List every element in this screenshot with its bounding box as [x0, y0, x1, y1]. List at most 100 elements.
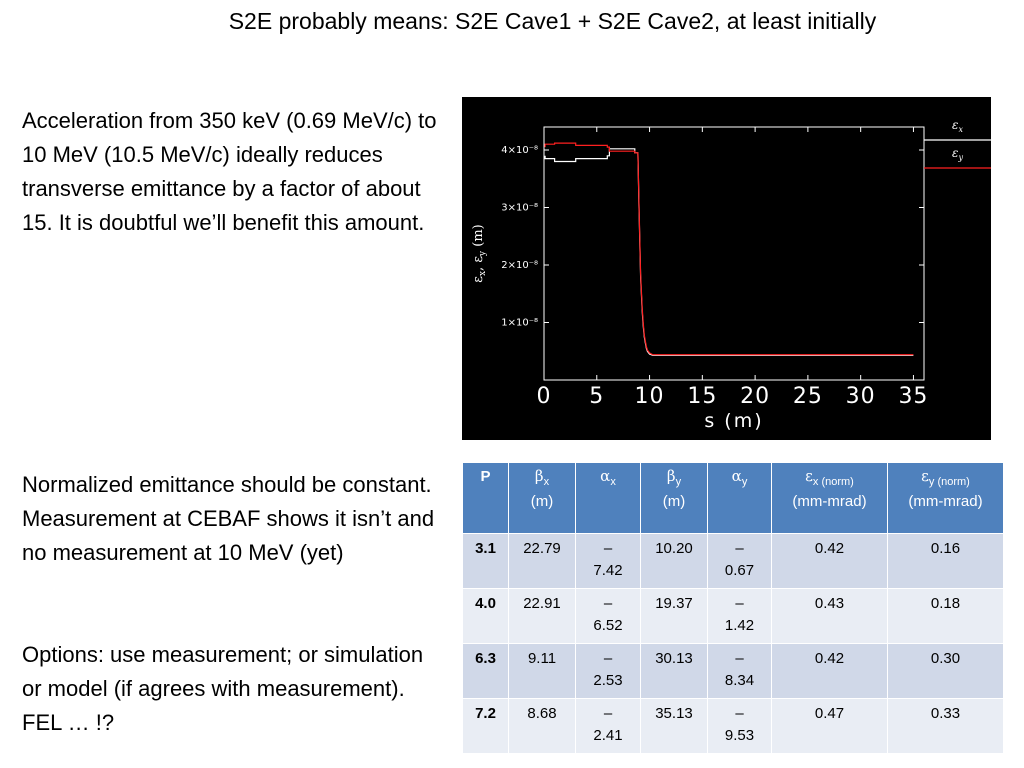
cell-value: 6.52: [593, 617, 623, 634]
cell-sign: –: [603, 540, 613, 557]
header-subscript: x: [610, 476, 616, 488]
cell-value: 3.1: [475, 540, 496, 557]
table-row: 7.2 8.68 – 2.41 35.13 – 9.53 0.47 0.33: [462, 698, 1004, 754]
cell-value: 4.0: [475, 595, 496, 612]
cell-value: 8.34: [724, 672, 755, 689]
cell-sign: –: [735, 705, 744, 722]
options-paragraph: Options: use measurement; or simulation …: [22, 642, 424, 735]
y-tick-label: 2×10⁻⁸: [501, 260, 538, 271]
cell-beta-x: 9.11: [508, 643, 576, 699]
cell-value: 1.42: [724, 617, 755, 634]
cell-value: 6.3: [475, 650, 496, 667]
cell-emit-x-norm: 0.43: [771, 588, 888, 644]
cell-sign: –: [603, 705, 613, 722]
header-symbol: ε: [921, 467, 929, 485]
x-tick-label: 15: [687, 384, 717, 409]
legend-subscript: x: [958, 125, 963, 134]
cell-alpha-y: – 0.67: [707, 533, 772, 589]
cell-value: 30.13: [655, 650, 693, 667]
header-subscript: y: [741, 476, 748, 488]
header-subscript: y: [675, 476, 682, 488]
plot-frame: [543, 126, 925, 381]
series-line-emittance-x: [544, 148, 914, 356]
header-unit: (m): [530, 493, 554, 510]
cell-sign: –: [603, 650, 613, 667]
cell-value: 0.42: [814, 540, 845, 557]
cell-beta-y: 10.20: [640, 533, 708, 589]
cell-alpha-y: – 1.42: [707, 588, 772, 644]
cell-value: 0.67: [724, 562, 755, 579]
cell-value: 0.43: [814, 595, 845, 612]
cell-beta-x: 22.91: [508, 588, 576, 644]
table-row: 3.1 22.79 – 7.42 10.20 – 0.67 0.42 0.16: [462, 533, 1004, 589]
legend-label: εx: [952, 118, 963, 134]
legend-label: εy: [952, 146, 963, 162]
normalized-emittance-paragraph: Normalized emittance should be constant.…: [22, 472, 435, 565]
cell-alpha-x: – 7.42: [575, 533, 641, 589]
header-subscript: x (norm): [812, 476, 854, 488]
header-symbol: β: [666, 467, 676, 485]
header-symbol: α: [600, 467, 611, 485]
x-axis-label: s (m): [704, 410, 763, 432]
header-subscript: x: [543, 476, 550, 488]
header-emit-y-norm: εy (norm) (mm-mrad): [887, 462, 1004, 534]
cell-p: 3.1: [462, 533, 509, 589]
x-tick-label: 25: [793, 384, 823, 409]
emittance-chart-svg: 1×10⁻⁸ 2×10⁻⁸ 3×10⁻⁸ 4×10⁻⁸ 0 5 10 15 20 25 30 35 s …: [471, 118, 991, 432]
header-symbol: α: [731, 467, 742, 485]
header-unit: (m): [662, 493, 686, 510]
cell-sign: –: [735, 650, 744, 667]
cell-value: 2.41: [593, 727, 623, 744]
series-line-emittance-y: [544, 142, 914, 356]
cell-value: 8.68: [527, 705, 557, 722]
cell-p: 6.3: [462, 643, 509, 699]
cell-beta-y: 30.13: [640, 643, 708, 699]
cell-sign: –: [735, 595, 744, 612]
cell-value: 0.18: [930, 595, 961, 612]
header-symbol: β: [534, 467, 544, 485]
cell-sign: –: [735, 540, 744, 557]
cell-value: 19.37: [655, 595, 693, 612]
cell-beta-y: 19.37: [640, 588, 708, 644]
cell-alpha-x: – 2.53: [575, 643, 641, 699]
y-tick-label: 1×10⁻⁸: [501, 318, 538, 329]
slide-title: S2E probably means: S2E Cave1 + S2E Cave…: [228, 8, 877, 34]
header-p: P: [462, 462, 509, 534]
legend-symbol: ε: [952, 118, 958, 132]
cell-value: 7.2: [475, 705, 496, 722]
cell-value: 0.42: [814, 650, 845, 667]
cell-alpha-y: – 8.34: [707, 643, 772, 699]
cell-beta-x: 22.79: [508, 533, 576, 589]
cell-value: 0.47: [814, 705, 845, 722]
x-tick-label: 35: [898, 384, 928, 409]
cell-value: 0.33: [930, 705, 961, 722]
cell-p: 4.0: [462, 588, 509, 644]
y-axis-label-part: x: [478, 271, 488, 276]
cell-emit-y-norm: 0.16: [887, 533, 1004, 589]
header-beta-x: βx (m): [508, 462, 576, 534]
cell-sign: –: [603, 595, 613, 612]
cell-emit-x-norm: 0.47: [771, 698, 888, 754]
x-tick-label: 20: [740, 384, 770, 409]
cell-value: 0.30: [930, 650, 961, 667]
cell-alpha-x: – 6.52: [575, 588, 641, 644]
emittance-chart: 1×10⁻⁸ 2×10⁻⁸ 3×10⁻⁸ 4×10⁻⁸ 0 5 10 15 20 25 30 35 s …: [462, 97, 991, 440]
header-symbol: ε: [805, 467, 813, 485]
cell-emit-y-norm: 0.18: [887, 588, 1004, 644]
cell-beta-y: 35.13: [640, 698, 708, 754]
cell-value: 9.11: [527, 650, 557, 667]
header-alpha-x: αx: [575, 462, 641, 534]
cell-value: 35.13: [655, 705, 693, 722]
cell-beta-x: 8.68: [508, 698, 576, 754]
cell-value: 9.53: [724, 727, 755, 744]
header-emit-x-norm: εx (norm) (mm-mrad): [771, 462, 888, 534]
y-tick-label: 4×10⁻⁸: [501, 145, 538, 156]
y-axis-label-part: y: [478, 250, 488, 257]
legend-subscript: y: [957, 153, 963, 162]
cell-alpha-y: – 9.53: [707, 698, 772, 754]
cell-emit-y-norm: 0.33: [887, 698, 1004, 754]
table-row: 6.3 9.11 – 2.53 30.13 – 8.34 0.42 0.30: [462, 643, 1004, 699]
header-alpha-y: αy: [707, 462, 772, 534]
